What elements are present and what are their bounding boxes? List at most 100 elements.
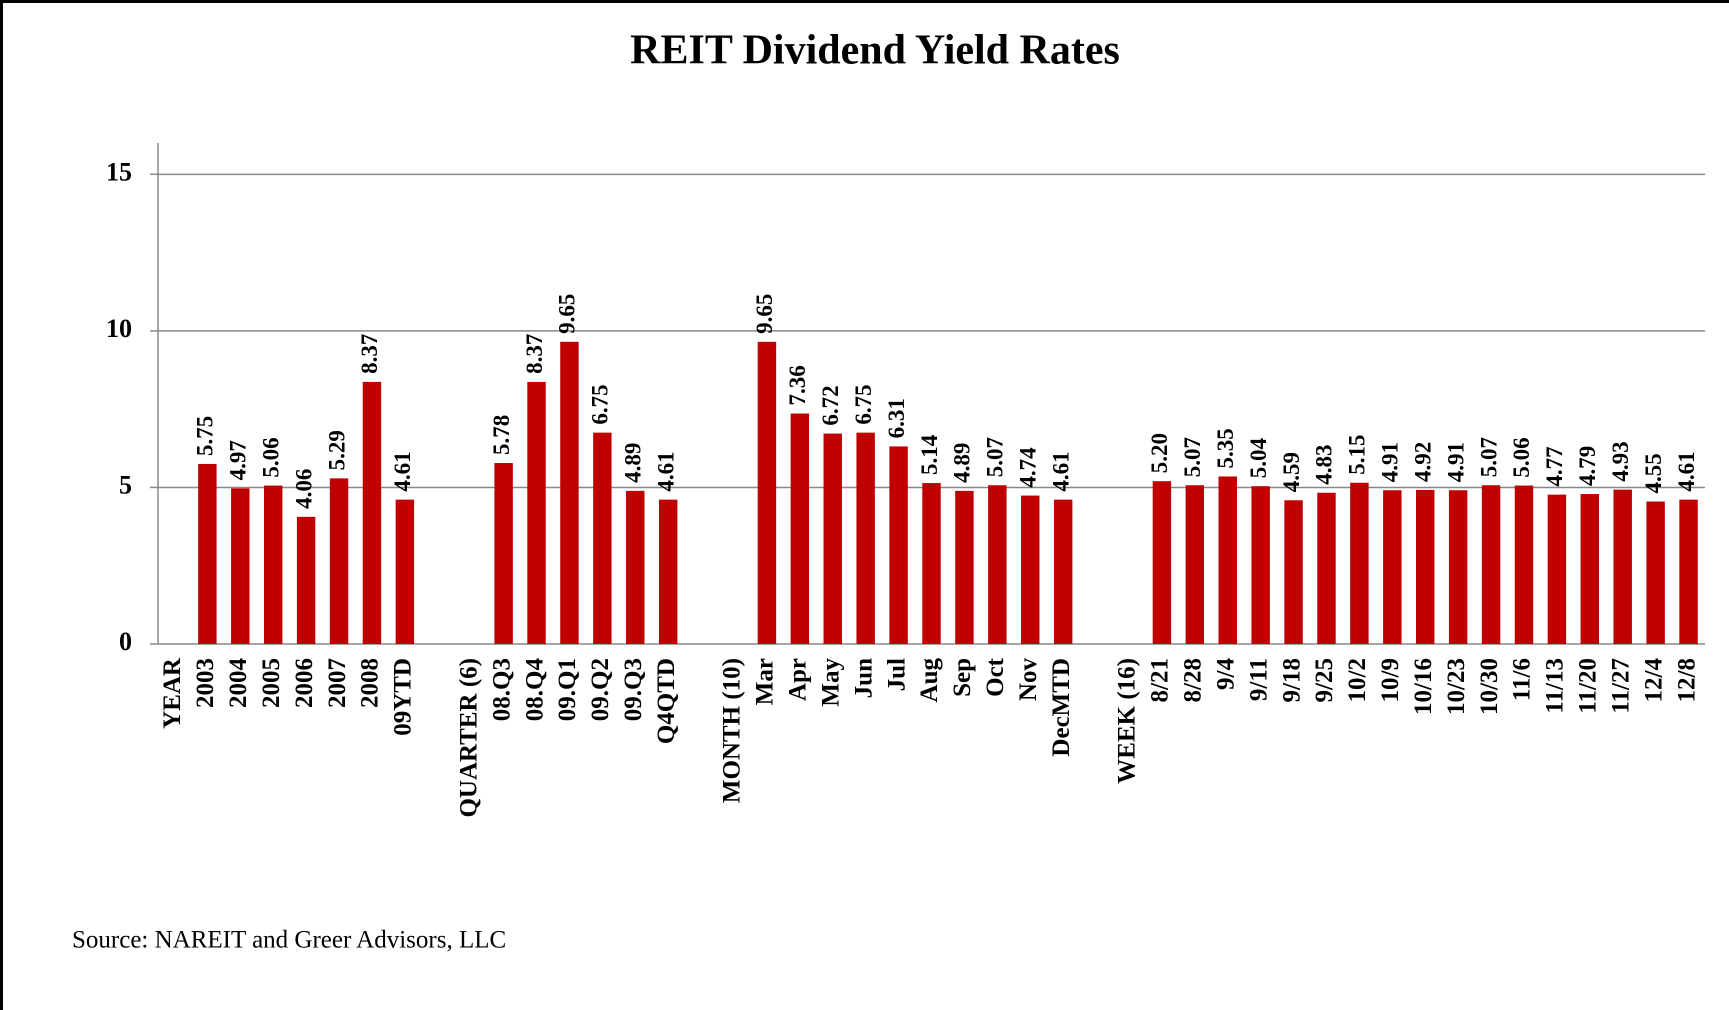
x-tick-label: 09YTD [390, 658, 417, 736]
bar [527, 381, 546, 644]
x-tick-label: May [817, 658, 844, 707]
data-label: 5.35 [1213, 428, 1238, 468]
data-label: 4.61 [390, 451, 415, 491]
data-label: 4.61 [653, 451, 678, 491]
x-tick-label: 08.Q4 [521, 658, 548, 722]
x-tick-label: 09.Q1 [554, 658, 581, 721]
x-tick-label: 11/20 [1575, 658, 1602, 714]
data-label: 9.65 [555, 294, 580, 334]
bar [1514, 485, 1534, 644]
x-tick-label: 2008 [357, 658, 384, 708]
data-label: 9.65 [752, 294, 777, 334]
data-label: 5.04 [1246, 437, 1271, 478]
bar [658, 499, 678, 644]
x-tick-label: Aug [916, 658, 943, 703]
data-label: 5.07 [1180, 437, 1205, 477]
data-label: 6.72 [818, 385, 843, 425]
data-label: 5.20 [1147, 433, 1172, 473]
bar [494, 463, 513, 644]
data-label: 4.61 [1048, 451, 1073, 491]
x-tick-label: 08.Q3 [488, 658, 515, 721]
bar [231, 488, 250, 644]
x-tick-label: 9/11 [1245, 658, 1272, 701]
x-tick-label: 11/6 [1509, 658, 1536, 701]
bar [988, 485, 1007, 644]
data-label: 4.74 [1016, 447, 1041, 488]
data-label: 5.14 [917, 434, 942, 475]
chart-title: REIT Dividend Yield Rates [630, 28, 1120, 74]
x-tick-label: 9/25 [1311, 658, 1338, 702]
bar [757, 341, 777, 644]
data-label: 4.97 [226, 440, 251, 480]
bar [560, 341, 579, 644]
data-label: 4.89 [950, 443, 975, 483]
x-tick-label: 09.Q2 [587, 658, 614, 721]
x-tick-label: Jun [850, 658, 877, 698]
bar [593, 432, 612, 644]
data-label: 4.91 [1378, 442, 1403, 482]
y-tick-label: 5 [119, 470, 132, 499]
data-label: 7.36 [785, 365, 810, 405]
data-label: 8.37 [357, 334, 382, 374]
x-tick-label: 8/28 [1180, 658, 1207, 702]
x-tick-label: YEAR [159, 657, 186, 729]
x-tick-label: 2006 [291, 658, 318, 708]
data-label: 6.75 [851, 384, 876, 424]
bar [1383, 490, 1402, 644]
x-tick-label: MONTH (10) [719, 658, 746, 803]
bar [1152, 481, 1172, 644]
x-tick-label: Q4QTD [653, 658, 680, 744]
data-label: 5.07 [1476, 437, 1501, 477]
x-tick-label: Sep [949, 658, 976, 697]
x-tick-label: 10/2 [1344, 658, 1371, 702]
bar [263, 485, 283, 644]
x-tick-label: 09.Q3 [620, 658, 647, 721]
x-tick-label: 10/23 [1443, 658, 1470, 715]
bar [1317, 492, 1336, 644]
data-label: 4.83 [1312, 445, 1337, 485]
data-label: 4.89 [621, 443, 646, 483]
bar [198, 463, 217, 644]
x-tick-label: 2004 [225, 658, 252, 709]
bar [922, 483, 941, 644]
x-tick-label: Apr [785, 658, 812, 701]
bar [329, 478, 349, 644]
bar [1416, 489, 1435, 644]
data-label: 4.59 [1279, 452, 1304, 492]
bar [1350, 482, 1369, 644]
x-tick-label: Oct [982, 657, 1009, 697]
x-tick-label: 10/16 [1410, 658, 1437, 715]
data-label: 4.93 [1608, 441, 1633, 481]
x-tick-label: QUARTER (6) [455, 658, 482, 818]
data-label: 5.29 [324, 430, 349, 470]
x-tick-label: Nov [1015, 658, 1042, 702]
x-tick-label: 2003 [192, 658, 219, 708]
bar [790, 413, 810, 644]
x-tick-label: 2007 [324, 658, 351, 708]
bar [296, 516, 316, 644]
bar [856, 432, 875, 644]
bar [1679, 499, 1698, 644]
data-label: 5.75 [193, 416, 218, 456]
bar [1613, 489, 1632, 644]
x-tick-label: 8/21 [1147, 658, 1174, 702]
x-tick-label: DecMTD [1048, 658, 1075, 757]
data-label: 4.91 [1443, 442, 1468, 482]
x-tick-label: Mar [752, 658, 779, 705]
bar [1021, 495, 1040, 644]
data-label: 8.37 [522, 334, 547, 374]
data-label: 6.31 [884, 398, 909, 438]
bar [1251, 486, 1270, 644]
x-tick-label: 10/30 [1476, 658, 1503, 715]
data-label: 5.06 [258, 437, 283, 477]
bar [889, 446, 908, 644]
data-label: 4.92 [1411, 442, 1436, 482]
data-label: 6.75 [588, 384, 613, 424]
bar [1053, 499, 1073, 644]
x-tick-label: 10/9 [1377, 658, 1404, 702]
x-tick-label: 11/13 [1542, 658, 1569, 714]
bar [1646, 501, 1665, 644]
bar [362, 381, 382, 644]
